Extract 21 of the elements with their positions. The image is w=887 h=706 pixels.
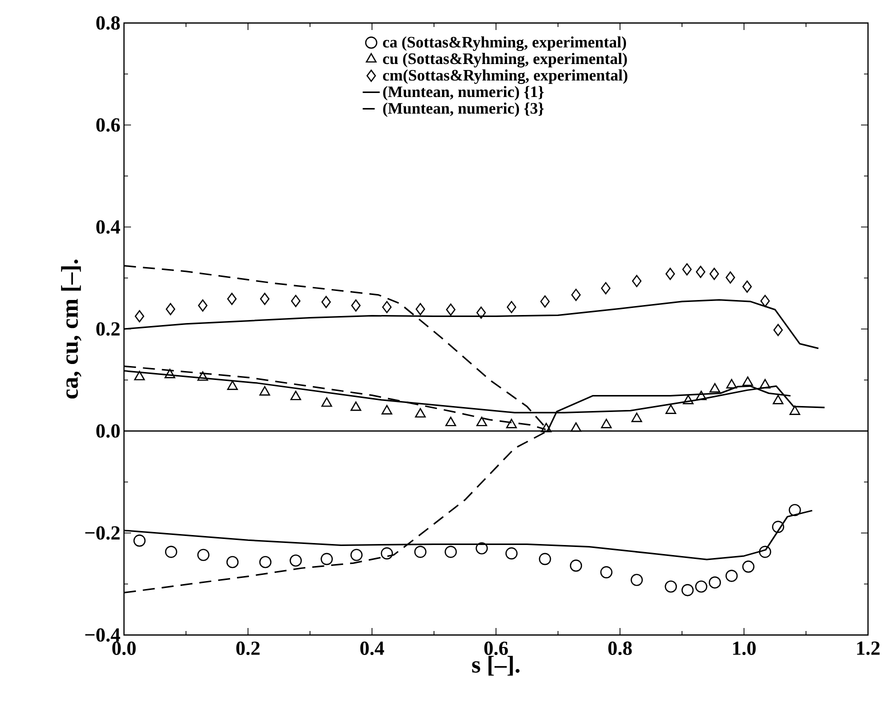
x-axis-title: s [–].: [472, 656, 520, 676]
x-tick-label: 1.2: [857, 642, 880, 655]
y-tick-label: 0.0: [96, 424, 120, 438]
legend-label: cu (Sottas&Ryhming, experimental): [383, 52, 627, 68]
y-tick-label: 0.4: [96, 220, 120, 234]
y-tick-label: 0.6: [96, 118, 120, 132]
x-tick-label: 0.0: [112, 642, 136, 656]
legend-label: (Muntean, numeric) {3}: [383, 102, 544, 117]
x-tick-label: 1.0: [733, 642, 756, 656]
y-tick-label: 0.2: [96, 322, 120, 336]
y-tick-label: −0.2: [85, 526, 120, 540]
x-tick-label: 0.6: [484, 642, 508, 656]
y-tick-label: −0.4: [85, 628, 120, 642]
y-axis-title: ca, cu, cm [–].: [61, 260, 82, 399]
x-tick-label: 0.8: [608, 642, 632, 656]
legend-label: ca (Sottas&Ryhming, experimental): [383, 36, 626, 51]
x-tick-label: 0.4: [360, 642, 384, 656]
legend-label: (Muntean, numeric) {1}: [383, 86, 544, 100]
y-tick-label: 0.8: [96, 16, 120, 30]
x-tick-label: 0.2: [236, 642, 260, 656]
legend-label: cm(Sottas&Ryhming, experimental): [383, 69, 628, 84]
